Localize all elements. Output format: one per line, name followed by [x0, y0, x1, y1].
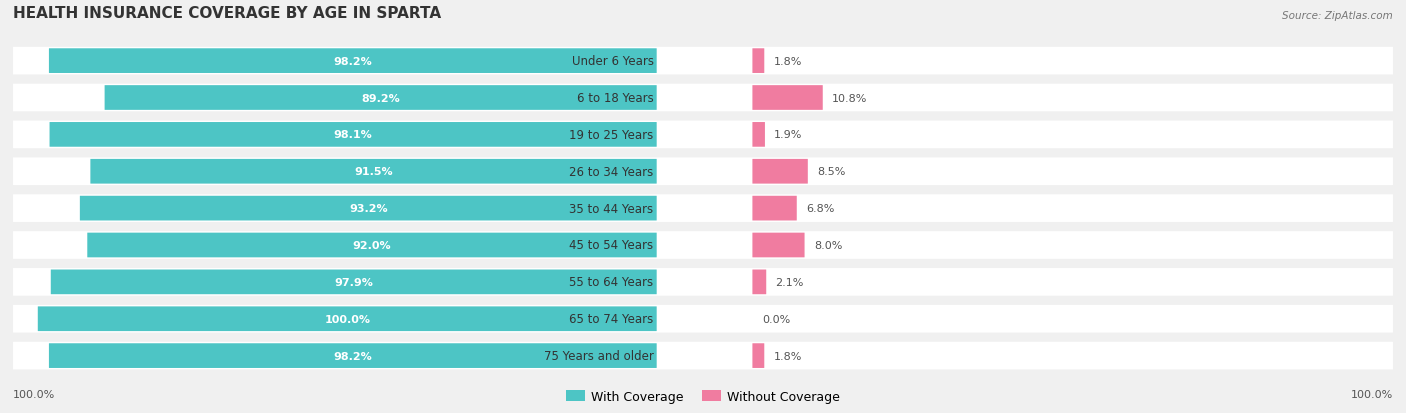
FancyBboxPatch shape	[752, 196, 797, 221]
Text: HEALTH INSURANCE COVERAGE BY AGE IN SPARTA: HEALTH INSURANCE COVERAGE BY AGE IN SPAR…	[13, 6, 441, 21]
Text: 91.5%: 91.5%	[354, 167, 392, 177]
Text: 1.8%: 1.8%	[773, 57, 801, 66]
Text: 100.0%: 100.0%	[1351, 389, 1393, 399]
FancyBboxPatch shape	[752, 270, 766, 294]
Text: 92.0%: 92.0%	[353, 240, 391, 250]
Text: 65 to 74 Years: 65 to 74 Years	[569, 313, 654, 325]
Text: Source: ZipAtlas.com: Source: ZipAtlas.com	[1282, 11, 1393, 21]
FancyBboxPatch shape	[38, 306, 657, 331]
FancyBboxPatch shape	[13, 305, 1393, 333]
Text: 100.0%: 100.0%	[325, 314, 370, 324]
FancyBboxPatch shape	[13, 47, 1393, 75]
Text: 6.8%: 6.8%	[806, 204, 834, 214]
FancyBboxPatch shape	[752, 49, 765, 74]
FancyBboxPatch shape	[90, 159, 657, 184]
FancyBboxPatch shape	[13, 85, 1393, 112]
FancyBboxPatch shape	[752, 344, 765, 368]
Text: 10.8%: 10.8%	[832, 93, 868, 103]
FancyBboxPatch shape	[87, 233, 657, 258]
FancyBboxPatch shape	[13, 121, 1393, 149]
Text: 97.9%: 97.9%	[335, 277, 373, 287]
Text: 0.0%: 0.0%	[762, 314, 790, 324]
Text: 2.1%: 2.1%	[776, 277, 804, 287]
FancyBboxPatch shape	[51, 270, 657, 294]
Text: 6 to 18 Years: 6 to 18 Years	[576, 92, 654, 105]
Legend: With Coverage, Without Coverage: With Coverage, Without Coverage	[561, 385, 845, 408]
Text: 26 to 34 Years: 26 to 34 Years	[569, 165, 654, 178]
Text: 100.0%: 100.0%	[13, 389, 55, 399]
FancyBboxPatch shape	[752, 123, 765, 147]
FancyBboxPatch shape	[49, 49, 657, 74]
FancyBboxPatch shape	[13, 195, 1393, 223]
FancyBboxPatch shape	[80, 196, 657, 221]
Text: 98.2%: 98.2%	[333, 57, 373, 66]
Text: Under 6 Years: Under 6 Years	[571, 55, 654, 68]
Text: 19 to 25 Years: 19 to 25 Years	[569, 128, 654, 142]
FancyBboxPatch shape	[752, 159, 808, 184]
FancyBboxPatch shape	[13, 342, 1393, 370]
Text: 98.2%: 98.2%	[333, 351, 373, 361]
Text: 45 to 54 Years: 45 to 54 Years	[569, 239, 654, 252]
Text: 1.8%: 1.8%	[773, 351, 801, 361]
FancyBboxPatch shape	[752, 233, 804, 258]
Text: 89.2%: 89.2%	[361, 93, 401, 103]
FancyBboxPatch shape	[752, 86, 823, 111]
FancyBboxPatch shape	[49, 344, 657, 368]
Text: 75 Years and older: 75 Years and older	[544, 349, 654, 362]
Text: 8.5%: 8.5%	[817, 167, 845, 177]
Text: 35 to 44 Years: 35 to 44 Years	[569, 202, 654, 215]
Text: 98.1%: 98.1%	[333, 130, 373, 140]
Text: 1.9%: 1.9%	[775, 130, 803, 140]
FancyBboxPatch shape	[13, 268, 1393, 296]
FancyBboxPatch shape	[13, 158, 1393, 185]
Text: 8.0%: 8.0%	[814, 240, 842, 250]
FancyBboxPatch shape	[49, 123, 657, 147]
FancyBboxPatch shape	[13, 232, 1393, 259]
Text: 55 to 64 Years: 55 to 64 Years	[569, 276, 654, 289]
FancyBboxPatch shape	[104, 86, 657, 111]
Text: 93.2%: 93.2%	[349, 204, 388, 214]
